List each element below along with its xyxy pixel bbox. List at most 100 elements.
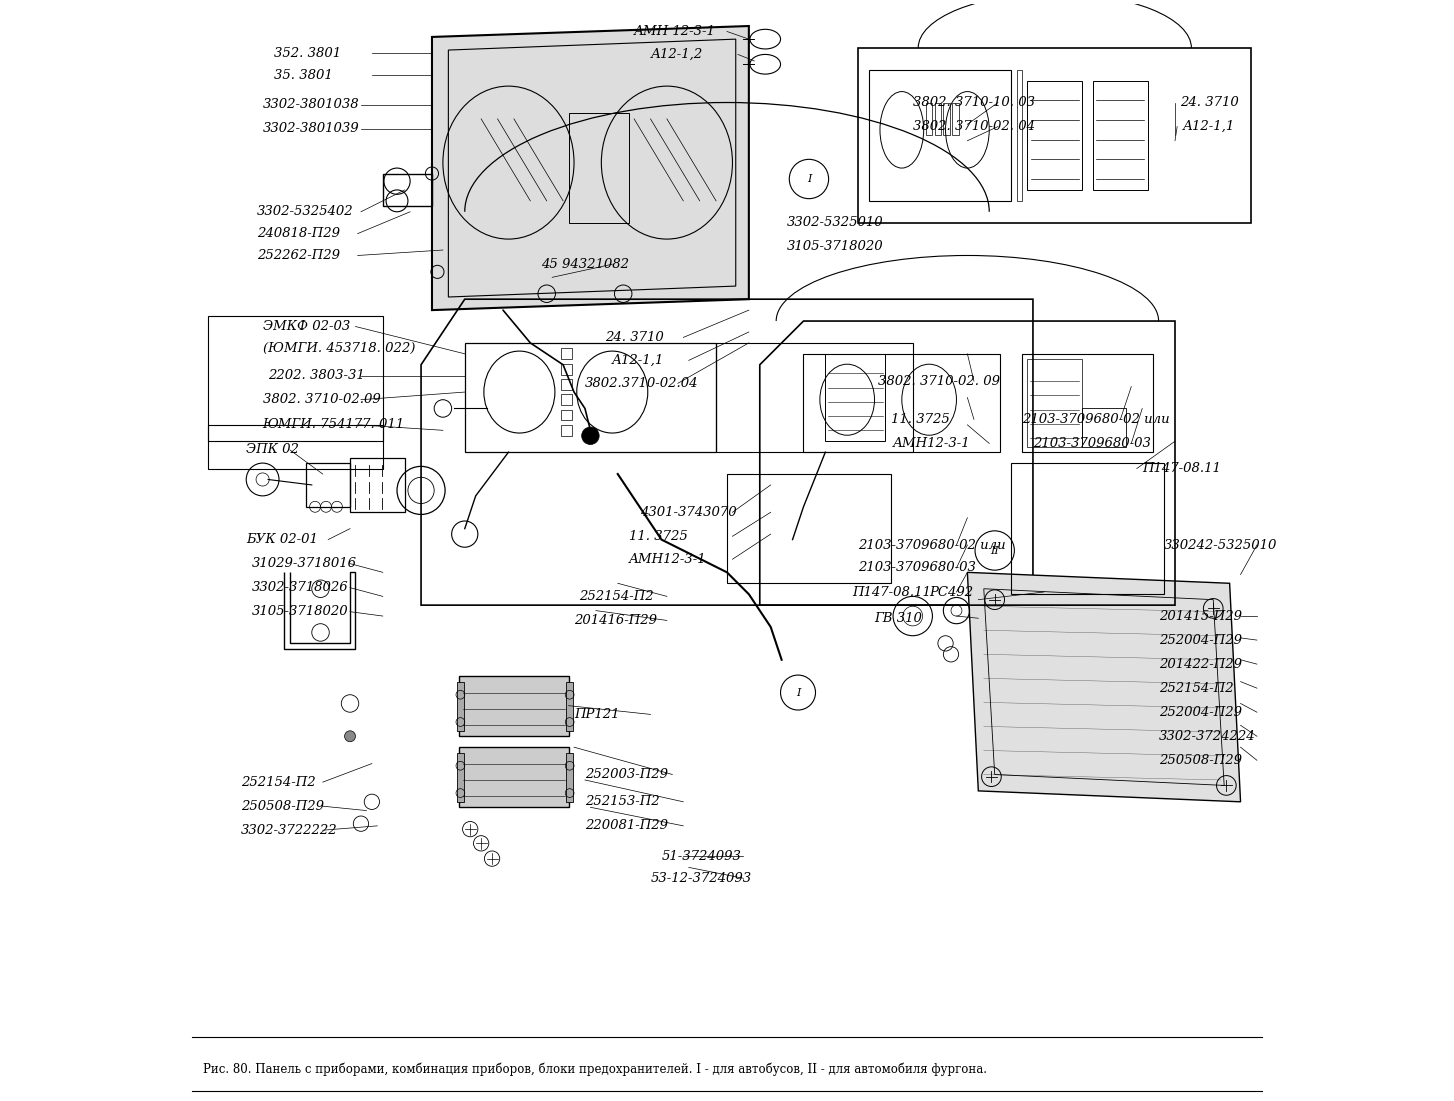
- Text: РС492: РС492: [929, 586, 973, 599]
- Bar: [1028, 359, 1082, 447]
- Bar: [715, 342, 913, 453]
- Text: 3302-3722222: 3302-3722222: [241, 824, 337, 837]
- Bar: [465, 342, 715, 453]
- Bar: [926, 102, 932, 135]
- Circle shape: [582, 427, 599, 445]
- Bar: [457, 682, 464, 731]
- Bar: [208, 425, 382, 469]
- Bar: [567, 682, 573, 731]
- Bar: [944, 102, 949, 135]
- Text: 201415-П29: 201415-П29: [1159, 610, 1242, 622]
- Text: ЭПК 02: ЭПК 02: [246, 444, 300, 457]
- Text: ЮМГИ. 754177. 011: ЮМГИ. 754177. 011: [263, 418, 404, 432]
- Text: А12-1,1: А12-1,1: [1182, 120, 1234, 133]
- Bar: [804, 353, 1000, 453]
- Bar: [459, 748, 569, 807]
- Bar: [952, 102, 958, 135]
- Text: А12-1,1: А12-1,1: [612, 353, 664, 367]
- Text: 24. 3710: 24. 3710: [1181, 96, 1239, 109]
- Text: П147-08.11: П147-08.11: [1143, 462, 1221, 475]
- Text: 252004-П29: 252004-П29: [1159, 633, 1242, 646]
- Text: 3302-3801038: 3302-3801038: [263, 98, 359, 111]
- Text: 201422-П29: 201422-П29: [1159, 657, 1242, 671]
- Bar: [350, 458, 404, 512]
- Bar: [826, 353, 885, 442]
- Text: 2103-3709680-03: 2103-3709680-03: [858, 562, 976, 575]
- Text: Рис. 80. Панель с приборами, комбинация приборов, блоки предохранителей. I - для: Рис. 80. Панель с приборами, комбинация …: [202, 1062, 986, 1077]
- Text: АМН 12-3-1: АМН 12-3-1: [634, 25, 715, 37]
- Polygon shape: [967, 573, 1240, 802]
- Text: 3302-5325402: 3302-5325402: [257, 205, 353, 218]
- Text: 3302-5325010: 3302-5325010: [787, 216, 884, 229]
- Text: 3105-3718020: 3105-3718020: [252, 606, 349, 618]
- Text: 51-3724093: 51-3724093: [662, 850, 742, 863]
- Text: 2103-3709680-02 или: 2103-3709680-02 или: [1022, 413, 1169, 426]
- Bar: [561, 425, 571, 436]
- Text: 53-12-3724093: 53-12-3724093: [650, 872, 752, 885]
- Bar: [307, 464, 350, 506]
- Text: 45 94321082: 45 94321082: [541, 258, 630, 271]
- Text: II: II: [990, 545, 999, 556]
- Bar: [561, 363, 571, 374]
- Bar: [459, 676, 569, 737]
- Text: 252153-П2: 252153-П2: [585, 795, 660, 808]
- Text: А12-1,2: А12-1,2: [650, 48, 702, 61]
- Text: 250508-П29: 250508-П29: [1159, 754, 1242, 766]
- Text: 3802. 3710-02. 04: 3802. 3710-02. 04: [913, 120, 1035, 133]
- Bar: [457, 753, 464, 802]
- Bar: [858, 47, 1252, 222]
- Text: 2202. 3803-31: 2202. 3803-31: [268, 369, 365, 382]
- Bar: [869, 69, 1011, 200]
- Text: 11. 3725: 11. 3725: [891, 413, 949, 426]
- Bar: [561, 348, 571, 359]
- Bar: [567, 753, 573, 802]
- Text: ЭМКФ 02-03: ЭМКФ 02-03: [263, 320, 350, 333]
- Text: АМН12-3-1: АМН12-3-1: [628, 553, 707, 566]
- Text: I: I: [807, 174, 811, 184]
- Text: 2103-3709680-03: 2103-3709680-03: [1032, 437, 1150, 450]
- Text: 252004-П29: 252004-П29: [1159, 706, 1242, 719]
- Text: 3302-3801039: 3302-3801039: [263, 122, 359, 135]
- Bar: [561, 410, 571, 421]
- Bar: [1028, 80, 1082, 189]
- Bar: [561, 379, 571, 390]
- Text: 11. 3725: 11. 3725: [628, 530, 688, 543]
- Bar: [1082, 408, 1125, 447]
- Text: АМН12-3-1: АМН12-3-1: [893, 437, 971, 450]
- Text: 3302-3724224: 3302-3724224: [1159, 730, 1255, 743]
- Text: 352. 3801: 352. 3801: [273, 47, 340, 59]
- Text: 252154-П2: 252154-П2: [1159, 682, 1233, 695]
- Bar: [561, 394, 571, 405]
- Text: 252262-П29: 252262-П29: [257, 249, 340, 262]
- Text: ПР121: ПР121: [574, 708, 619, 721]
- Text: 250508-П29: 250508-П29: [241, 799, 324, 813]
- Bar: [1016, 69, 1022, 200]
- Text: 3802. 3710-10. 03: 3802. 3710-10. 03: [913, 96, 1035, 109]
- Text: I: I: [795, 687, 800, 698]
- Text: 3802. 3710-02. 09: 3802. 3710-02. 09: [878, 374, 1000, 388]
- Text: 3105-3718020: 3105-3718020: [787, 240, 884, 253]
- Text: (ЮМГИ. 453718. 022): (ЮМГИ. 453718. 022): [263, 341, 414, 355]
- Text: 252003-П29: 252003-П29: [585, 768, 667, 781]
- Bar: [935, 102, 941, 135]
- Bar: [1022, 353, 1153, 453]
- Text: 3302-3718026: 3302-3718026: [252, 581, 349, 595]
- Text: П147-08.11: П147-08.11: [852, 586, 932, 599]
- Text: 31029-3718016: 31029-3718016: [252, 557, 356, 570]
- Bar: [569, 113, 628, 222]
- Text: 24. 3710: 24. 3710: [605, 331, 663, 344]
- Text: 252154-П2: 252154-П2: [580, 590, 654, 603]
- Bar: [208, 316, 382, 442]
- Text: 252154-П2: 252154-П2: [241, 775, 316, 788]
- Bar: [1093, 80, 1147, 189]
- Text: 240818-П29: 240818-П29: [257, 227, 340, 240]
- Text: 220081-П29: 220081-П29: [585, 819, 667, 832]
- Text: ГВ 310: ГВ 310: [874, 612, 922, 624]
- Text: 201416-П29: 201416-П29: [574, 614, 657, 626]
- Bar: [727, 475, 891, 584]
- Text: 35. 3801: 35. 3801: [273, 68, 333, 81]
- Text: 2103-3709680-02 или: 2103-3709680-02 или: [858, 538, 1006, 552]
- Text: 3802. 3710-02.09: 3802. 3710-02.09: [263, 393, 381, 406]
- Circle shape: [345, 731, 355, 742]
- Polygon shape: [432, 26, 749, 310]
